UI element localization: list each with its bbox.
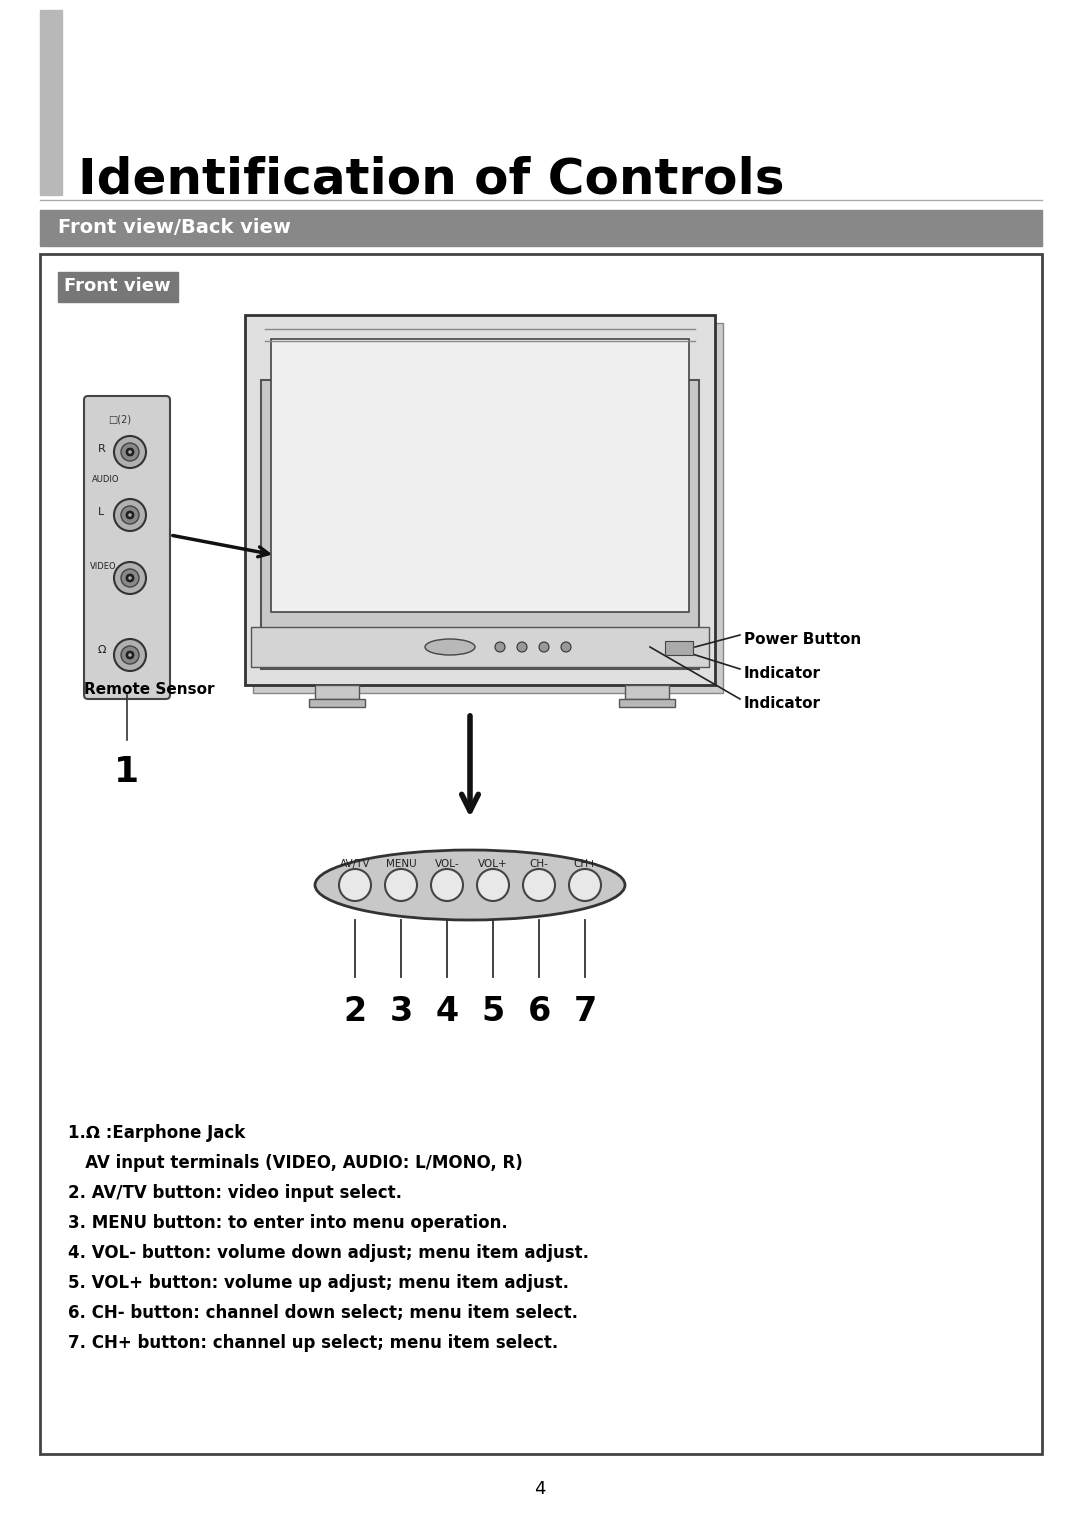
Text: Remote Sensor: Remote Sensor [84,683,215,696]
Text: Front view/Back view: Front view/Back view [58,218,291,237]
Text: AUDIO: AUDIO [92,475,120,484]
Text: □(2): □(2) [108,414,132,425]
Text: VOL-: VOL- [434,860,459,869]
Text: 2: 2 [343,996,366,1028]
Bar [40,211,1042,246]
Bar [40,11,62,195]
Text: Power Button: Power Button [744,632,861,647]
Text: Indicator: Indicator [744,666,821,681]
Text: 5: 5 [482,996,504,1028]
Bar [40,253,1042,1454]
Text: AV/TV: AV/TV [340,860,370,869]
Text: AV input terminals (VIDEO, AUDIO: L/MONO, R): AV input terminals (VIDEO, AUDIO: L/MONO… [68,1154,523,1173]
Circle shape [129,654,132,657]
Circle shape [339,869,372,901]
Text: Front view: Front view [64,276,171,295]
Circle shape [114,638,146,670]
Circle shape [129,513,132,516]
Text: R: R [98,444,106,454]
Text: VIDEO: VIDEO [90,562,117,571]
Bar [619,699,675,707]
Text: 6: 6 [527,996,551,1028]
Circle shape [114,437,146,467]
Circle shape [121,443,139,461]
Text: 4: 4 [535,1480,545,1498]
Text: 5. VOL+ button: volume up adjust; menu item adjust.: 5. VOL+ button: volume up adjust; menu i… [68,1274,569,1292]
Circle shape [126,447,134,457]
Text: Identification of Controls: Identification of Controls [78,156,784,203]
Circle shape [114,562,146,594]
Text: 1: 1 [114,754,139,789]
Circle shape [129,577,132,580]
Text: Indicator: Indicator [744,696,821,712]
Circle shape [126,512,134,519]
Circle shape [517,641,527,652]
Bar [245,315,715,686]
Text: 2. AV/TV button: video input select.: 2. AV/TV button: video input select. [68,1183,402,1202]
Text: 1.Ω :Earphone Jack: 1.Ω :Earphone Jack [68,1124,245,1142]
Bar [251,628,708,667]
FancyBboxPatch shape [84,395,170,699]
Bar [271,339,689,612]
Circle shape [384,869,417,901]
Bar [58,272,178,302]
Text: 3: 3 [390,996,413,1028]
Text: MENU: MENU [386,860,416,869]
Text: 7. CH+ button: channel up select; menu item select.: 7. CH+ button: channel up select; menu i… [68,1335,558,1351]
Circle shape [569,869,600,901]
Circle shape [539,641,549,652]
Text: Ω: Ω [98,644,107,655]
Circle shape [121,570,139,586]
Circle shape [561,641,571,652]
Circle shape [129,450,132,454]
Circle shape [126,651,134,660]
Bar [253,324,723,693]
Ellipse shape [315,851,625,919]
Bar [665,641,693,655]
Text: 4. VOL- button: volume down adjust; menu item adjust.: 4. VOL- button: volume down adjust; menu… [68,1245,589,1261]
Text: 6. CH- button: channel down select; menu item select.: 6. CH- button: channel down select; menu… [68,1304,578,1322]
Circle shape [431,869,463,901]
Text: L: L [98,507,105,518]
Text: 3. MENU button: to enter into menu operation.: 3. MENU button: to enter into menu opera… [68,1214,508,1232]
Text: CH+: CH+ [573,860,597,869]
Circle shape [477,869,509,901]
Ellipse shape [426,638,475,655]
Bar [315,686,359,699]
Bar [261,380,699,669]
Text: 4: 4 [435,996,459,1028]
Bar [625,686,669,699]
Circle shape [126,574,134,582]
Circle shape [114,499,146,531]
Bar [309,699,365,707]
Circle shape [523,869,555,901]
Text: 7: 7 [573,996,596,1028]
Circle shape [121,505,139,524]
Circle shape [495,641,505,652]
Text: VOL+: VOL+ [478,860,508,869]
Text: CH-: CH- [529,860,549,869]
Circle shape [121,646,139,664]
